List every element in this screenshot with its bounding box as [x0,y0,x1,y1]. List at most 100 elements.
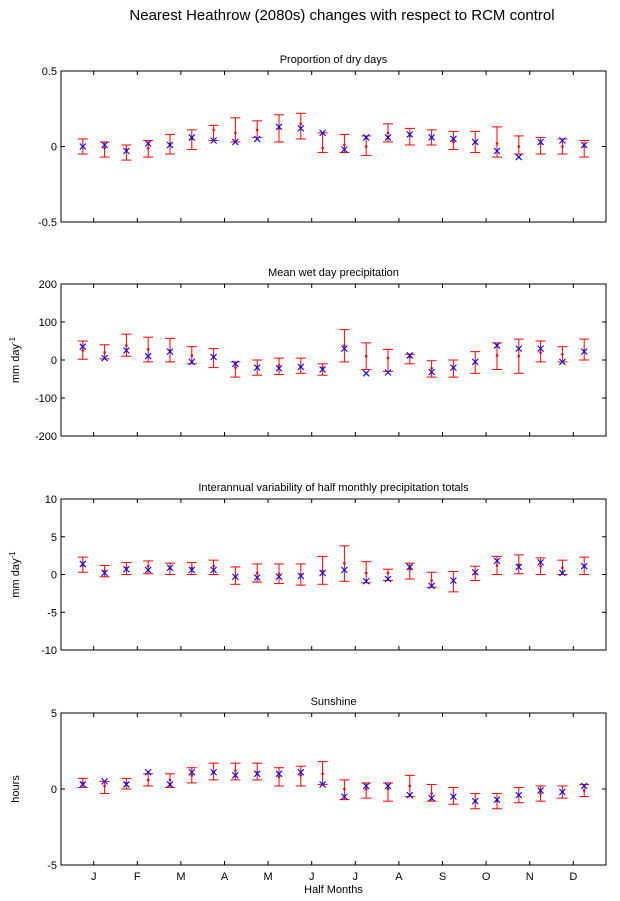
observed-marker [210,768,217,776]
observed-marker [559,569,566,577]
observed-marker [559,788,566,796]
error-bar [121,333,132,357]
error-bar [513,135,524,155]
observed-marker [275,364,283,372]
y-tick-label: -5 [47,607,57,619]
error-bar-center [343,787,346,791]
observed-marker [232,771,239,779]
observed-marker [123,147,130,155]
error-bar-center [277,364,281,367]
observed-marker [580,141,588,149]
observed-marker [101,569,108,577]
observed-marker [384,575,392,583]
observed-marker [253,770,261,778]
y-tick-label: 0 [51,784,57,796]
observed-marker [428,794,435,802]
y-tick-label: 10 [45,494,57,506]
error-bar-center [386,131,390,135]
error-bar [186,767,197,784]
y-axis-label-superscript: -1 [8,551,17,559]
error-bar [426,360,437,378]
y-axis-label: hours [10,775,22,803]
error-bar-center [517,354,521,358]
error-bar [165,337,175,363]
plot-frame [60,712,607,866]
observed-marker [253,574,261,581]
error-bar-center [168,778,172,782]
observed-marker [450,364,457,371]
error-bar [295,357,306,374]
error-bar [165,773,175,788]
error-bar-center [299,122,303,126]
error-bar [186,561,197,575]
error-bar [295,563,306,586]
observed-marker [319,781,326,788]
observed-marker [166,564,174,572]
observed-marker [275,770,283,778]
observed-marker [144,768,152,776]
y-tick-label: -200 [35,431,57,443]
observed-marker [428,368,435,376]
error-bar-center [103,784,106,788]
error-bar [513,338,524,374]
observed-marker [319,366,326,373]
observed-marker [123,781,130,788]
observed-marker [232,138,239,146]
observed-marker [275,123,283,131]
observed-marker [210,566,217,574]
observed-marker [319,129,326,137]
observed-marker [406,131,414,138]
observed-marker [471,358,479,366]
error-bar-center [234,769,237,773]
y-tick-label: -100 [35,393,57,405]
observed-marker [188,134,196,141]
observed-marker [580,782,588,790]
y-tick-label: 5 [51,708,57,720]
error-bar [557,559,568,575]
error-bar [339,545,350,582]
observed-marker [341,146,348,153]
error-bar-center [103,569,106,573]
error-bar-center [430,367,433,370]
observed-marker [253,364,261,371]
error-bar-center [277,572,281,576]
error-bar-center [582,789,586,792]
error-bar-center [103,146,106,150]
error-bar-center [364,354,368,358]
error-bar-center [234,131,237,135]
x-tick-label: A [395,871,403,883]
error-bar-center [190,354,194,357]
observed-marker [275,573,283,581]
x-tick-label: A [221,871,229,883]
error-bar [404,562,415,580]
x-tick-label: O [482,871,491,883]
error-bar [165,562,175,575]
error-bar [361,342,372,370]
observed-marker [297,572,305,580]
error-bar-center [517,145,521,148]
observed-marker [471,138,479,146]
error-bar [274,563,284,585]
y-axis-label: mm day-1 [8,336,22,383]
observed-marker [515,563,523,571]
error-bar-center [212,128,215,132]
error-bar [295,112,306,140]
observed-marker [166,141,174,149]
x-tick-label: S [439,871,446,883]
error-bar-center [190,566,194,570]
error-bar [186,346,197,365]
error-bar-center [386,571,390,575]
observed-marker [253,135,261,143]
observed-marker [188,358,196,366]
observed-marker [144,140,152,147]
panels: Proportion of dry days -0.5 0 0.5 Mean wet d… [8,54,607,896]
error-bar-center [495,142,499,145]
x-axis-label: Half Months [304,884,363,896]
observed-marker [493,796,501,804]
panel-2: Mean wet day precipitation -200 -100 0 100 20… [8,267,607,443]
observed-marker [144,566,152,574]
x-tick-label: M [264,871,273,883]
observed-marker [362,134,370,141]
error-bar [208,348,219,369]
